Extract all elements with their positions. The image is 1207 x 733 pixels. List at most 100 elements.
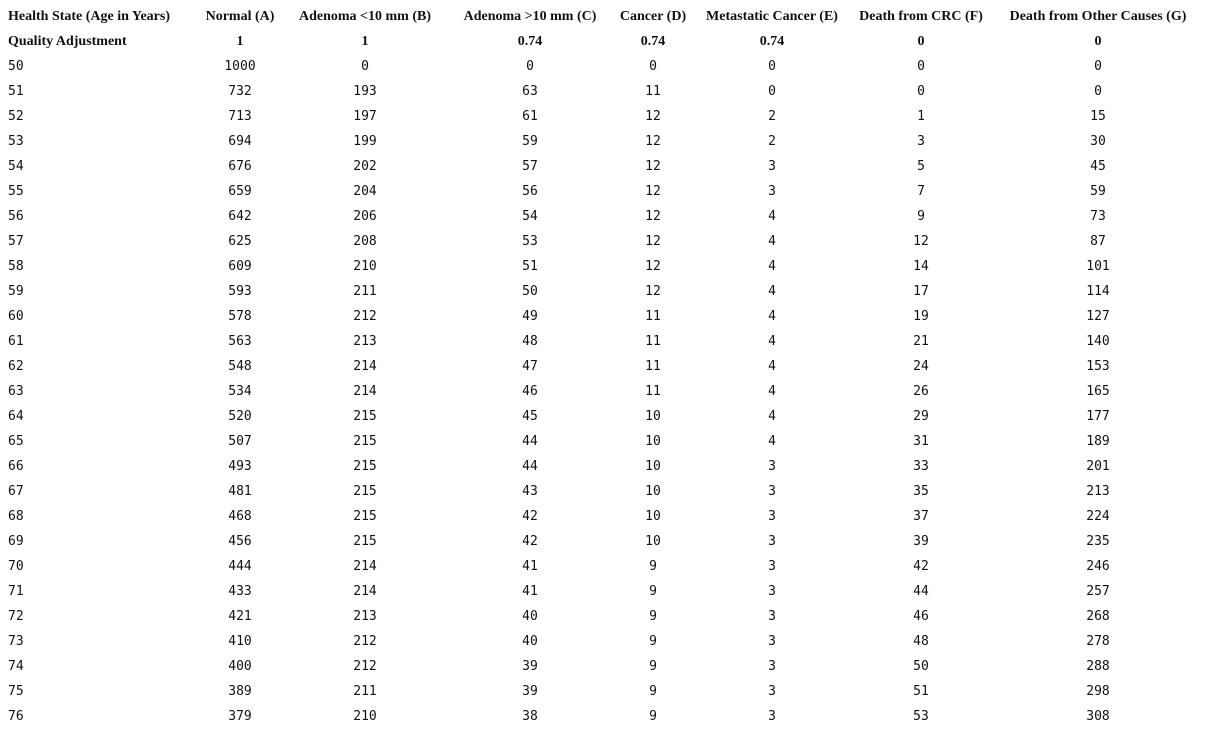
age-cell: 50 bbox=[8, 59, 24, 74]
value-cell: 87 bbox=[1090, 234, 1106, 249]
age-cell: 75 bbox=[8, 684, 24, 699]
header-cell: Metastatic Cancer (E) bbox=[706, 9, 838, 24]
age-cell: 54 bbox=[8, 159, 24, 174]
value-cell: 9 bbox=[649, 634, 657, 649]
age-cell: 53 bbox=[8, 134, 24, 149]
value-cell: 12 bbox=[645, 259, 661, 274]
value-cell: 42 bbox=[522, 534, 538, 549]
value-cell: 212 bbox=[353, 634, 377, 649]
value-cell: 46 bbox=[913, 609, 929, 624]
value-cell: 0 bbox=[1094, 84, 1102, 99]
value-cell: 548 bbox=[228, 359, 252, 374]
age-cell: 66 bbox=[8, 459, 24, 474]
value-cell: 53 bbox=[522, 234, 538, 249]
age-cell: 71 bbox=[8, 584, 24, 599]
value-cell: 9 bbox=[649, 709, 657, 724]
value-cell: 3 bbox=[768, 159, 776, 174]
value-cell: 214 bbox=[353, 559, 377, 574]
value-cell: 625 bbox=[228, 234, 252, 249]
value-cell: 12 bbox=[645, 109, 661, 124]
value-cell: 40 bbox=[522, 609, 538, 624]
value-cell: 3 bbox=[917, 134, 925, 149]
value-cell: 421 bbox=[228, 609, 252, 624]
value-cell: 298 bbox=[1086, 684, 1110, 699]
age-cell: 60 bbox=[8, 309, 24, 324]
value-cell: 45 bbox=[1090, 159, 1106, 174]
value-cell: 0 bbox=[768, 59, 776, 74]
value-cell: 214 bbox=[353, 359, 377, 374]
value-cell: 659 bbox=[228, 184, 252, 199]
header-cell: Adenoma >10 mm (C) bbox=[463, 9, 597, 24]
value-cell: 3 bbox=[768, 659, 776, 674]
value-cell: 3 bbox=[768, 584, 776, 599]
value-cell: 212 bbox=[353, 659, 377, 674]
age-cell: 69 bbox=[8, 534, 24, 549]
value-cell: 10 bbox=[645, 534, 661, 549]
value-cell: 3 bbox=[768, 609, 776, 624]
value-cell: 43 bbox=[522, 484, 538, 499]
value-cell: 493 bbox=[228, 459, 252, 474]
value-cell: 288 bbox=[1086, 659, 1110, 674]
value-cell: 215 bbox=[353, 459, 377, 474]
value-cell: 210 bbox=[353, 259, 377, 274]
value-cell: 1 bbox=[917, 109, 925, 124]
value-cell: 210 bbox=[353, 709, 377, 724]
value-cell: 507 bbox=[228, 434, 252, 449]
value-cell: 51 bbox=[913, 684, 929, 699]
value-cell: 39 bbox=[522, 659, 538, 674]
value-cell: 4 bbox=[768, 334, 776, 349]
age-cell: 70 bbox=[8, 559, 24, 574]
value-cell: 39 bbox=[522, 684, 538, 699]
value-cell: 11 bbox=[645, 84, 661, 99]
value-cell: 59 bbox=[522, 134, 538, 149]
value-cell: 9 bbox=[649, 659, 657, 674]
value-cell: 140 bbox=[1086, 334, 1110, 349]
header-cell: Adenoma <10 mm (B) bbox=[298, 9, 432, 24]
age-cell: 52 bbox=[8, 109, 24, 124]
quality-cell: 1 bbox=[236, 34, 244, 49]
age-cell: 74 bbox=[8, 659, 24, 674]
value-cell: 578 bbox=[228, 309, 252, 324]
value-cell: 3 bbox=[768, 634, 776, 649]
header-cell: Death from Other Causes (G) bbox=[1009, 9, 1187, 24]
value-cell: 214 bbox=[353, 384, 377, 399]
value-cell: 50 bbox=[522, 284, 538, 299]
value-cell: 44 bbox=[522, 434, 538, 449]
age-cell: 51 bbox=[8, 84, 24, 99]
value-cell: 213 bbox=[353, 334, 377, 349]
value-cell: 208 bbox=[353, 234, 377, 249]
value-cell: 694 bbox=[228, 134, 252, 149]
value-cell: 10 bbox=[645, 509, 661, 524]
value-cell: 63 bbox=[522, 84, 538, 99]
value-cell: 29 bbox=[913, 409, 929, 424]
value-cell: 2 bbox=[768, 109, 776, 124]
age-cell: 59 bbox=[8, 284, 24, 299]
value-cell: 49 bbox=[522, 309, 538, 324]
quality-cell: 0 bbox=[917, 34, 925, 49]
age-cell: 64 bbox=[8, 409, 24, 424]
value-cell: 57 bbox=[522, 159, 538, 174]
value-cell: 54 bbox=[522, 209, 538, 224]
age-cell: 57 bbox=[8, 234, 24, 249]
value-cell: 308 bbox=[1086, 709, 1110, 724]
value-cell: 246 bbox=[1086, 559, 1110, 574]
value-cell: 676 bbox=[228, 159, 252, 174]
value-cell: 199 bbox=[353, 134, 377, 149]
value-cell: 202 bbox=[353, 159, 377, 174]
value-cell: 26 bbox=[913, 384, 929, 399]
value-cell: 732 bbox=[228, 84, 252, 99]
value-cell: 12 bbox=[645, 134, 661, 149]
value-cell: 3 bbox=[768, 534, 776, 549]
value-cell: 193 bbox=[353, 84, 377, 99]
value-cell: 4 bbox=[768, 259, 776, 274]
header-cell: Health State (Age in Years) bbox=[8, 9, 171, 24]
value-cell: 0 bbox=[917, 84, 925, 99]
value-cell: 177 bbox=[1086, 409, 1110, 424]
age-cell: 55 bbox=[8, 184, 24, 199]
value-cell: 9 bbox=[649, 684, 657, 699]
value-cell: 153 bbox=[1086, 359, 1110, 374]
value-cell: 481 bbox=[228, 484, 252, 499]
value-cell: 19 bbox=[913, 309, 929, 324]
value-cell: 48 bbox=[913, 634, 929, 649]
